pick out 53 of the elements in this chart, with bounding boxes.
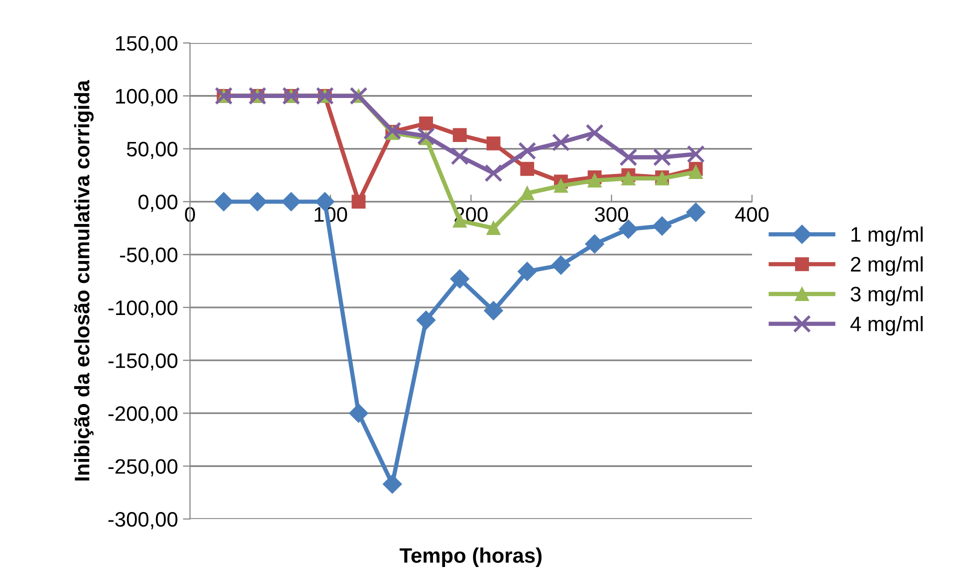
- x-axis-title: Tempo (horas): [400, 548, 542, 567]
- point: [554, 178, 568, 193]
- y-tick-label: -50,00: [120, 248, 178, 265]
- y-tick-label: -300,00: [108, 512, 178, 530]
- legend-label: 3 mg/ml: [850, 286, 923, 306]
- point: [652, 216, 672, 236]
- y-tick-label: -100,00: [108, 300, 178, 318]
- legend-label: 1 mg/ml: [852, 226, 923, 246]
- x-tick-label: 400: [735, 207, 769, 222]
- point: [586, 124, 604, 142]
- point: [552, 133, 570, 152]
- point: [282, 192, 301, 212]
- point: [349, 404, 368, 423]
- y-tick-label: 0,00: [138, 194, 178, 212]
- point: [621, 171, 636, 186]
- point: [450, 269, 470, 288]
- point: [417, 127, 436, 146]
- point: [585, 234, 604, 254]
- point: [686, 202, 706, 222]
- point: [452, 128, 467, 142]
- point: [520, 186, 534, 200]
- point: [383, 122, 402, 140]
- point: [248, 192, 267, 212]
- point: [484, 301, 504, 320]
- point: [214, 192, 234, 212]
- y-tick-label: 100,00: [116, 88, 178, 106]
- point: [588, 174, 602, 188]
- y-tick-label: -200,00: [108, 406, 178, 424]
- point: [688, 165, 703, 179]
- point: [551, 256, 570, 275]
- point: [518, 262, 537, 282]
- y-tick-label: -250,00: [108, 459, 178, 476]
- point: [486, 136, 500, 150]
- point: [416, 310, 436, 330]
- point: [382, 474, 402, 494]
- x-tick-label: 0: [185, 207, 195, 222]
- point: [484, 164, 503, 182]
- point: [450, 147, 469, 166]
- point: [419, 116, 433, 130]
- point: [653, 148, 672, 166]
- point: [352, 194, 366, 209]
- legend-label: 2 mg/ml: [850, 256, 923, 276]
- legend-label: 4 mg/ml: [850, 316, 923, 336]
- point: [619, 148, 638, 166]
- point: [518, 142, 536, 160]
- y-tick-label: 50,00: [126, 142, 178, 159]
- x-tick-label: 300: [594, 207, 628, 222]
- point: [686, 145, 705, 164]
- y-axis-title: Inibição da eclosão cumulativa corrigida: [74, 80, 94, 480]
- point: [520, 162, 534, 176]
- y-tick-label: -150,00: [108, 353, 178, 371]
- y-tick-label: 150,00: [116, 36, 178, 54]
- point: [486, 221, 500, 236]
